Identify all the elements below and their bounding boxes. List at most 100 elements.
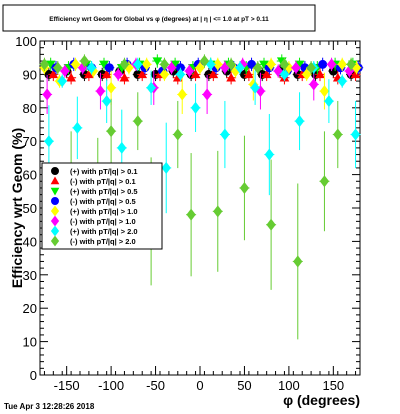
data-point xyxy=(39,58,50,71)
data-point xyxy=(239,181,250,194)
x-tick-label: 100 xyxy=(278,378,300,393)
x-tick-label: -150 xyxy=(54,378,80,393)
data-point xyxy=(117,141,127,154)
data-point xyxy=(186,208,196,221)
y-tick-label: 10 xyxy=(23,335,37,350)
data-point xyxy=(166,61,177,74)
y-tick-label: 70 xyxy=(23,134,37,149)
series-1 xyxy=(48,67,361,85)
legend-label: (+) with pT/|q| > 0.1 xyxy=(70,167,138,176)
data-point xyxy=(133,58,143,71)
legend-label: (-) with pT/|q| > 0.1 xyxy=(70,177,136,186)
x-tick-label: 50 xyxy=(237,378,251,393)
data-point xyxy=(319,85,330,98)
legend-marker xyxy=(50,215,60,227)
data-point xyxy=(104,63,114,73)
footer-timestamp: Tue Apr 3 12:28:26 2018 xyxy=(4,402,95,411)
data-point xyxy=(333,128,343,141)
data-point xyxy=(102,95,112,108)
y-tick-label: 20 xyxy=(23,301,37,316)
data-point xyxy=(95,85,106,98)
data-point xyxy=(199,55,210,68)
x-tick-label: -50 xyxy=(146,378,165,393)
data-point xyxy=(279,58,290,71)
data-point xyxy=(202,88,212,101)
legend-marker xyxy=(50,225,60,237)
data-point xyxy=(184,65,194,78)
data-point xyxy=(44,135,54,148)
x-axis-title: φ (degrees) xyxy=(283,392,360,408)
data-point xyxy=(60,65,70,78)
x-tick-label: -100 xyxy=(98,378,124,393)
data-point xyxy=(319,175,330,188)
y-tick-label: 80 xyxy=(23,101,37,116)
data-point xyxy=(177,88,187,101)
legend-marker xyxy=(50,205,60,217)
data-point xyxy=(226,72,236,82)
data-point xyxy=(173,128,183,141)
data-point xyxy=(133,115,143,128)
legend-label: (+) with pT/|q| > 1.0 xyxy=(70,207,138,216)
data-point xyxy=(306,61,316,74)
data-point xyxy=(266,218,276,231)
data-point xyxy=(159,68,170,81)
legend-marker xyxy=(50,176,60,185)
data-point xyxy=(350,69,361,79)
legend-label: (+) with pT/|q| > 2.0 xyxy=(70,227,138,236)
data-point xyxy=(266,58,276,71)
data-point xyxy=(48,69,59,79)
data-point xyxy=(146,81,156,94)
data-point xyxy=(106,125,116,138)
data-point xyxy=(291,61,301,74)
data-point xyxy=(326,58,337,71)
data-point xyxy=(337,75,347,88)
legend-box xyxy=(41,162,163,250)
data-point xyxy=(152,57,163,67)
data-point xyxy=(226,58,236,71)
data-point xyxy=(53,61,63,74)
x-tick-label: 0 xyxy=(196,378,203,393)
data-point xyxy=(302,68,312,81)
title-box xyxy=(2,4,316,32)
data-point xyxy=(159,58,170,71)
x-tick-label: 150 xyxy=(322,378,344,393)
legend-label: (+) with pT/|q| > 0.5 xyxy=(70,187,138,196)
x-axis-ticks: -150 -100 -50 0 50 100 150 xyxy=(43,41,357,393)
data-point xyxy=(279,68,290,81)
data-point xyxy=(264,148,274,161)
legend-marker xyxy=(50,235,60,247)
data-point xyxy=(208,69,219,79)
data-point xyxy=(293,255,303,268)
legend-marker xyxy=(51,197,59,205)
data-point xyxy=(220,128,230,141)
data-point xyxy=(195,61,205,74)
legend-label: (-) with pT/|q| > 1.0 xyxy=(70,217,136,226)
data-point xyxy=(261,69,272,79)
series-layer xyxy=(39,54,364,340)
data-point xyxy=(57,75,67,88)
data-point xyxy=(190,101,201,114)
y-tick-label: 40 xyxy=(23,234,37,249)
data-point xyxy=(142,58,152,71)
data-point xyxy=(309,78,319,91)
data-point xyxy=(79,55,90,68)
y-tick-label: 100 xyxy=(15,34,37,49)
data-point xyxy=(213,205,223,218)
data-point xyxy=(70,58,81,71)
data-point xyxy=(175,68,186,81)
data-point xyxy=(137,69,148,79)
data-point xyxy=(346,58,356,71)
y-tick-label: 0 xyxy=(30,368,37,383)
data-point xyxy=(213,58,223,71)
data-point xyxy=(337,58,347,71)
legend: (+) with pT/|q| > 0.1(-) with pT/|q| > 0… xyxy=(41,162,163,250)
data-point xyxy=(350,128,361,141)
data-point xyxy=(250,81,260,94)
data-point xyxy=(119,72,130,82)
legend-label: (-) with pT/|q| > 2.0 xyxy=(70,237,136,246)
data-point xyxy=(86,61,97,74)
legend-marker xyxy=(51,167,59,175)
data-point xyxy=(66,72,76,82)
data-point xyxy=(244,69,254,79)
data-point xyxy=(190,69,201,79)
